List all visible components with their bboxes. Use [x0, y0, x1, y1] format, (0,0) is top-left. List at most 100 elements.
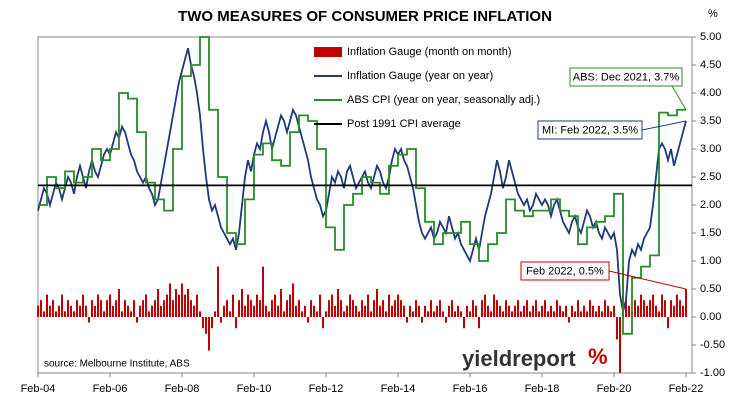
- bar: [514, 305, 516, 317]
- bar: [67, 300, 69, 317]
- bar: [685, 289, 687, 317]
- bar: [604, 300, 606, 317]
- x-tick-label: Feb-22: [669, 383, 704, 395]
- bar: [163, 300, 165, 317]
- bar: [505, 300, 507, 317]
- bar: [199, 311, 201, 317]
- x-tick-label: Feb-12: [309, 383, 344, 395]
- bar: [634, 300, 636, 317]
- bar: [316, 311, 318, 317]
- bar: [55, 311, 57, 317]
- bar: [658, 311, 660, 317]
- bar: [373, 300, 375, 317]
- legend-swatch: [314, 47, 342, 57]
- bar: [625, 300, 627, 317]
- chart-title: TWO MEASURES OF CONSUMER PRICE INFLATION: [178, 8, 552, 25]
- bar: [166, 294, 168, 317]
- bar: [451, 300, 453, 317]
- bar: [136, 317, 138, 323]
- bar: [529, 311, 531, 317]
- logo: yieldreport: [462, 346, 576, 371]
- bar: [577, 300, 579, 317]
- bar: [247, 294, 249, 317]
- bar: [472, 300, 474, 317]
- bar: [355, 305, 357, 317]
- bar: [571, 305, 573, 317]
- bar: [127, 305, 129, 317]
- bar: [598, 305, 600, 317]
- bar: [322, 317, 324, 329]
- bar: [400, 300, 402, 317]
- bar: [292, 283, 294, 317]
- bar: [40, 300, 42, 317]
- bar: [91, 300, 93, 317]
- bar: [574, 311, 576, 317]
- y-tick-label: 4.00: [700, 87, 721, 99]
- bar: [424, 305, 426, 317]
- bar: [484, 294, 486, 317]
- bar: [508, 305, 510, 317]
- bar: [109, 294, 111, 317]
- bar: [295, 305, 297, 317]
- legend-label: ABS CPI (year on year, seasonally adj.): [347, 94, 540, 106]
- bar: [160, 305, 162, 317]
- bar: [580, 311, 582, 317]
- bar: [328, 300, 330, 317]
- bar: [421, 317, 423, 323]
- bar: [220, 317, 222, 323]
- bar: [310, 300, 312, 317]
- bar: [115, 300, 117, 317]
- bar: [565, 305, 567, 317]
- bar: [559, 305, 561, 317]
- bar: [457, 305, 459, 317]
- bar: [256, 294, 258, 317]
- y-tick-label: 2.00: [700, 199, 721, 211]
- y-tick-label: 3.50: [700, 115, 721, 127]
- bar: [526, 300, 528, 317]
- bar: [544, 300, 546, 317]
- bar: [388, 294, 390, 317]
- bar: [46, 294, 48, 317]
- bar: [100, 300, 102, 317]
- bar: [481, 300, 483, 317]
- x-tick-label: Feb-16: [453, 383, 488, 395]
- bar: [664, 300, 666, 317]
- bar: [397, 294, 399, 317]
- bar: [382, 300, 384, 317]
- y-tick-label: -0.50: [700, 339, 725, 351]
- bar: [235, 317, 237, 329]
- y-tick-label: 1.50: [700, 227, 721, 239]
- bar: [130, 311, 132, 317]
- annotation-leader: [608, 270, 687, 290]
- y-tick-label: 1.00: [700, 255, 721, 267]
- bar: [601, 311, 603, 317]
- bar: [610, 311, 612, 317]
- annotation-box: [520, 261, 610, 281]
- bar: [556, 300, 558, 317]
- bar: [607, 305, 609, 317]
- bar: [76, 300, 78, 317]
- bar: [49, 305, 51, 317]
- bar: [445, 317, 447, 323]
- y-tick-label: 4.50: [700, 59, 721, 71]
- bar: [253, 305, 255, 317]
- x-tick-label: Feb-08: [165, 383, 200, 395]
- bar: [259, 300, 261, 317]
- y-tick-label: 5.00: [700, 31, 721, 43]
- bar: [217, 266, 219, 317]
- bar: [274, 294, 276, 317]
- bar: [106, 300, 108, 317]
- bar: [139, 305, 141, 317]
- y-tick-label: 3.00: [700, 143, 721, 155]
- bar: [646, 305, 648, 317]
- bar: [676, 294, 678, 317]
- y-tick-label: 0.50: [700, 283, 721, 295]
- bar: [103, 311, 105, 317]
- bar: [280, 289, 282, 317]
- bar: [319, 294, 321, 317]
- bar: [268, 311, 270, 317]
- bar: [202, 317, 204, 329]
- annotation-leader: [641, 120, 687, 131]
- legend-label: Inflation Gauge (month on month): [347, 46, 511, 58]
